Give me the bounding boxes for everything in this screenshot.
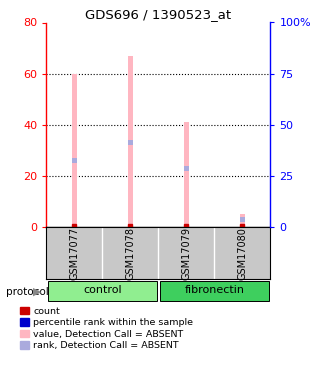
Bar [184, 122, 189, 227]
Bar [184, 166, 189, 171]
Text: ▶: ▶ [33, 287, 41, 297]
Bar [128, 140, 133, 145]
Bar [240, 217, 245, 222]
Bar [72, 74, 77, 227]
Legend: count, percentile rank within the sample, value, Detection Call = ABSENT, rank, : count, percentile rank within the sample… [19, 306, 194, 351]
Bar [159, 280, 269, 301]
Bar [72, 158, 77, 163]
Title: GDS696 / 1390523_at: GDS696 / 1390523_at [85, 8, 231, 21]
Text: GSM17079: GSM17079 [181, 226, 191, 280]
Text: GSM17080: GSM17080 [237, 226, 247, 280]
Text: GSM17078: GSM17078 [125, 226, 135, 280]
Text: GSM17077: GSM17077 [69, 226, 79, 280]
Text: control: control [83, 285, 122, 295]
Bar [240, 214, 244, 227]
Bar [128, 56, 132, 227]
Bar [47, 280, 157, 301]
Text: protocol: protocol [6, 287, 49, 297]
Text: fibronectin: fibronectin [184, 285, 244, 295]
